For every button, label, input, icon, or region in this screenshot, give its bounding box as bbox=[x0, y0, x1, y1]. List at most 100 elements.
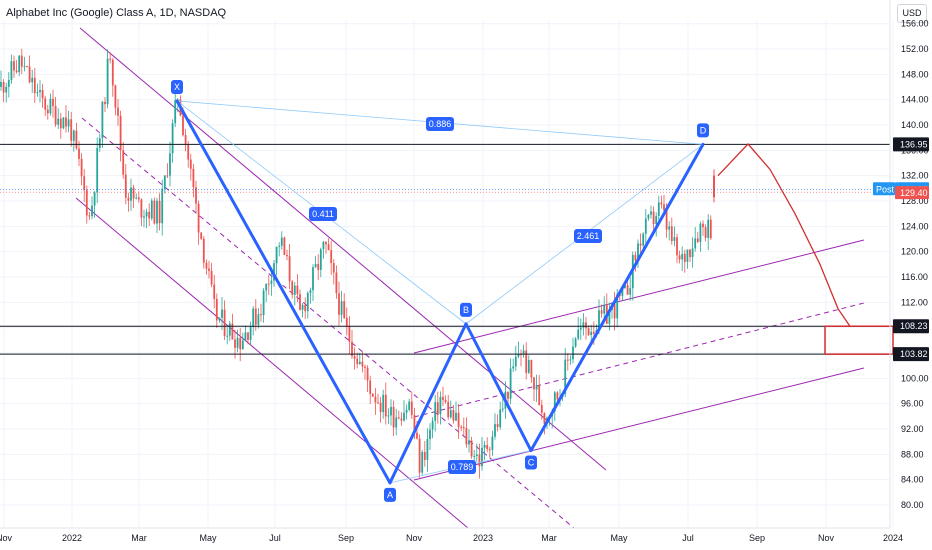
candle-body bbox=[327, 244, 330, 251]
x-tick-label: Sep bbox=[749, 533, 765, 543]
candle-body bbox=[621, 288, 624, 296]
candle-body bbox=[293, 285, 296, 295]
candle-body bbox=[280, 237, 283, 246]
x-tick-label: Mar bbox=[541, 533, 557, 543]
y-tick-label: 88.00 bbox=[901, 449, 924, 459]
candle-body bbox=[343, 301, 346, 318]
candle-body bbox=[88, 215, 91, 217]
candle-body bbox=[371, 393, 374, 397]
candle-body bbox=[488, 449, 491, 451]
candle-body bbox=[704, 227, 707, 238]
candle-body bbox=[265, 283, 268, 291]
candle-body bbox=[10, 61, 13, 80]
candle-body bbox=[49, 98, 52, 114]
candle-body bbox=[130, 187, 132, 201]
candle-body bbox=[535, 385, 538, 390]
harmonic-pattern: X A B C D 0.886 0.411 2.461 0.789 bbox=[171, 79, 709, 502]
pattern-point-badge bbox=[525, 455, 537, 470]
candle-body bbox=[184, 135, 187, 145]
candle-body bbox=[507, 391, 509, 399]
candle-body bbox=[236, 337, 239, 348]
candle-body bbox=[65, 117, 67, 127]
candle-body bbox=[46, 109, 49, 114]
candle-body bbox=[494, 424, 496, 437]
candle-body bbox=[512, 366, 515, 369]
candle-body bbox=[158, 200, 161, 224]
post-tag-label: Post bbox=[876, 184, 895, 194]
candle-body bbox=[699, 223, 702, 242]
candle-body bbox=[161, 188, 164, 224]
candle-body bbox=[148, 211, 151, 219]
candle-body bbox=[26, 66, 28, 68]
candle-body bbox=[475, 454, 478, 456]
y-tick-label: 92.00 bbox=[901, 424, 924, 434]
pattern-point-label: C bbox=[528, 458, 535, 468]
candle-body bbox=[455, 412, 457, 421]
candle-body bbox=[291, 281, 294, 295]
candle-body bbox=[267, 283, 270, 285]
candle-body bbox=[522, 350, 525, 355]
candle-body bbox=[452, 410, 455, 421]
candle-body bbox=[163, 175, 166, 189]
candle-body bbox=[670, 226, 673, 241]
candle-body bbox=[18, 55, 21, 73]
candle-body bbox=[501, 408, 504, 410]
candle-body bbox=[314, 263, 317, 268]
candle-body bbox=[681, 253, 684, 260]
candle-body bbox=[36, 92, 39, 94]
candle-body bbox=[317, 263, 320, 270]
chart-title: Alphabet Inc (Google) Class A, 1D, NASDA… bbox=[6, 7, 227, 19]
candle-body bbox=[166, 175, 169, 177]
candle-body bbox=[182, 115, 184, 136]
candle-body bbox=[533, 377, 535, 390]
candle-body bbox=[335, 272, 338, 294]
candle-body bbox=[626, 285, 629, 295]
candle-body bbox=[665, 210, 668, 230]
candle-body bbox=[650, 211, 652, 215]
channel-line bbox=[81, 117, 575, 529]
candle-body bbox=[418, 438, 421, 473]
candle-body bbox=[296, 285, 299, 295]
candle-body bbox=[304, 304, 307, 312]
ratio-badge bbox=[574, 229, 602, 243]
candle-body bbox=[150, 200, 153, 219]
candle-body bbox=[33, 77, 36, 94]
candle-body bbox=[41, 89, 44, 99]
candle-body bbox=[582, 322, 585, 328]
candle-body bbox=[462, 427, 465, 429]
currency-button[interactable]: USD bbox=[897, 4, 927, 23]
candle-body bbox=[449, 410, 452, 418]
y-tick-label: 128.00 bbox=[901, 196, 929, 206]
candle-body bbox=[483, 444, 486, 448]
projection-line bbox=[717, 143, 851, 327]
candle-body bbox=[689, 249, 691, 258]
candle-body bbox=[686, 249, 689, 262]
candle-body bbox=[260, 314, 262, 316]
candle-body bbox=[423, 452, 426, 460]
candle-body bbox=[262, 290, 265, 316]
candle-body bbox=[543, 412, 546, 424]
pattern-point-label: A bbox=[387, 490, 393, 500]
pattern-leg bbox=[175, 99, 392, 485]
price-level-badge bbox=[893, 319, 929, 334]
candle-body bbox=[325, 241, 327, 245]
candle-body bbox=[356, 358, 359, 364]
candle-body bbox=[80, 158, 83, 177]
candle-body bbox=[239, 337, 242, 350]
price-axis: 80.0084.0088.0092.0096.00100.00104.00108… bbox=[873, 0, 929, 528]
candle-body bbox=[187, 144, 190, 160]
candle-body bbox=[101, 101, 104, 139]
candle-body bbox=[7, 79, 10, 87]
candle-body bbox=[78, 148, 80, 159]
pattern-point-badge bbox=[384, 487, 396, 502]
channel-line bbox=[75, 197, 469, 529]
candle-body bbox=[384, 394, 387, 417]
candle-body bbox=[122, 150, 125, 175]
candle-body bbox=[353, 356, 356, 359]
candle-body bbox=[98, 138, 101, 148]
candle-body bbox=[525, 350, 528, 373]
candle-body bbox=[379, 402, 382, 413]
candle-body bbox=[340, 301, 343, 315]
candle-body bbox=[644, 218, 647, 234]
